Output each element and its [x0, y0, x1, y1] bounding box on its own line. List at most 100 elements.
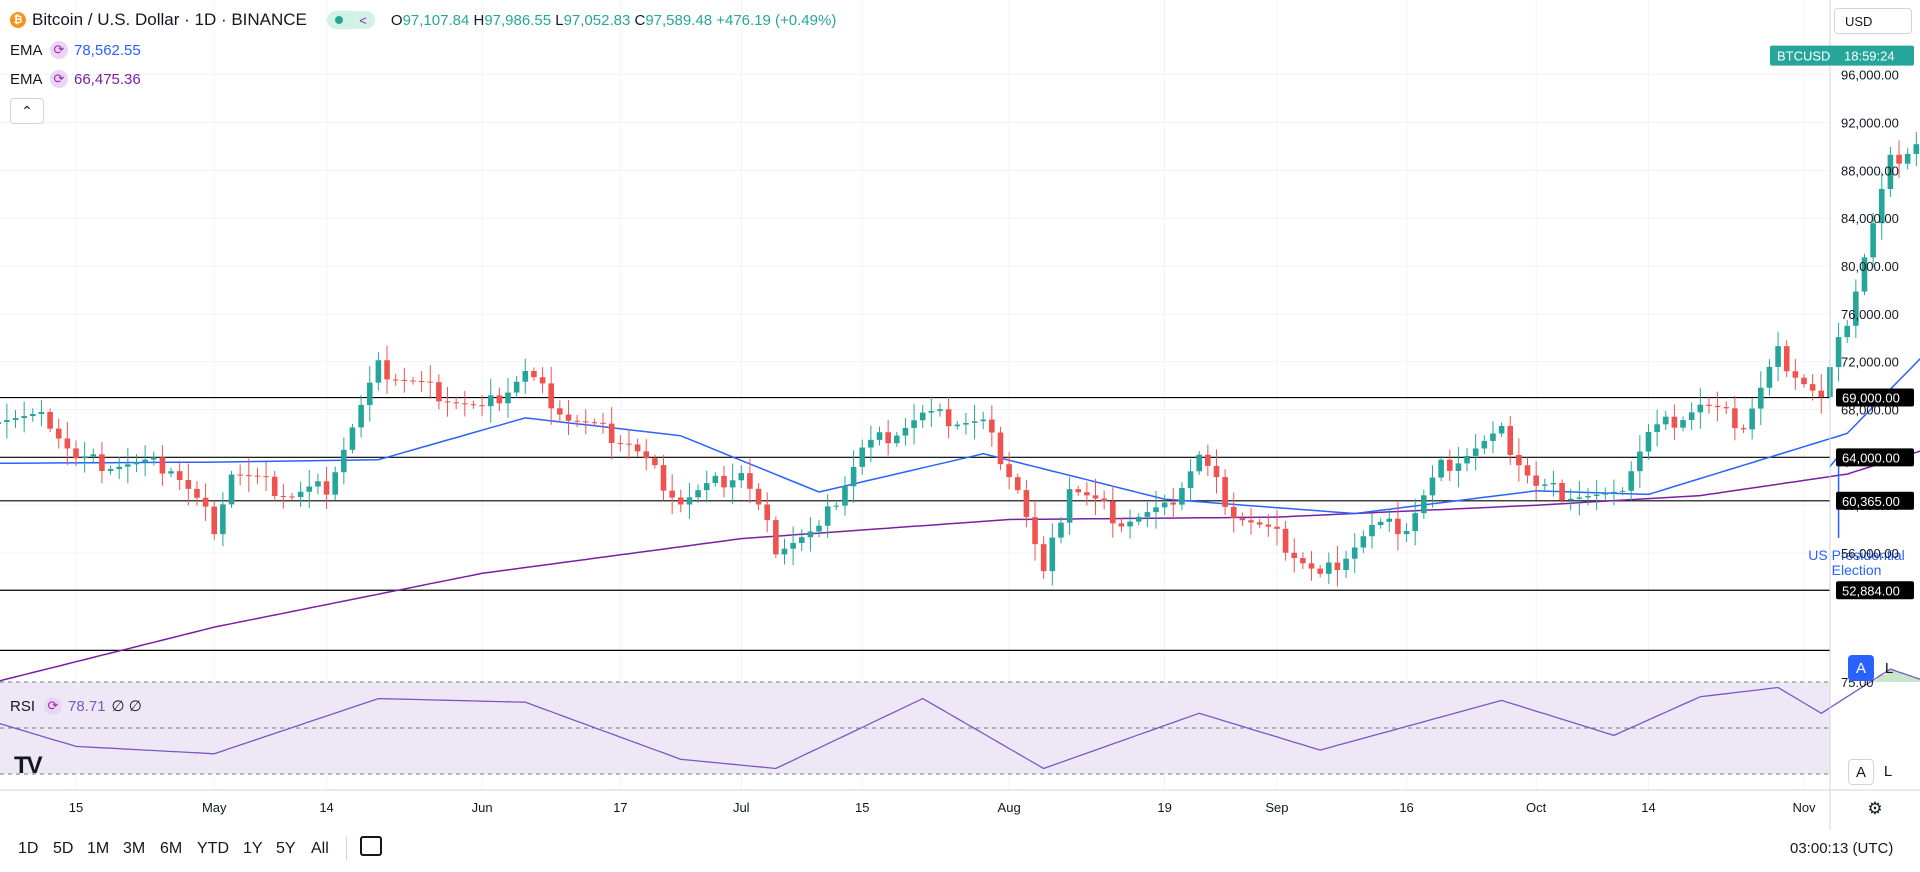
bitcoin-icon: ₿	[10, 12, 26, 28]
candle-body	[928, 410, 935, 413]
candle-body	[366, 382, 373, 406]
candle-body	[384, 360, 390, 380]
time-range-bar	[0, 830, 1920, 872]
rsi-legend[interactable]: RSI ⟳ 78.71 ∅ ∅	[10, 697, 142, 715]
range-3m-button[interactable]: 3M	[123, 840, 146, 857]
candle-body	[729, 480, 736, 488]
candle-body	[678, 497, 684, 505]
candle-body	[341, 449, 347, 473]
rsi-auto-scale-button[interactable]: A	[1848, 759, 1874, 785]
range-5y-button[interactable]: 5Y	[276, 840, 296, 857]
ema-settings-icon[interactable]: ⟳	[50, 41, 68, 59]
candle-body	[1058, 522, 1064, 538]
candle-body	[1282, 528, 1289, 553]
candle-body	[1291, 552, 1298, 559]
candle-body	[271, 476, 278, 496]
log-scale-button[interactable]: L	[1884, 659, 1894, 677]
candle-body	[107, 469, 114, 472]
time-tick-label: 19	[1157, 800, 1171, 815]
candle-body	[911, 420, 917, 428]
candle-body	[1740, 428, 1747, 430]
price-tick-label: 76,000.00	[1841, 307, 1899, 322]
candle-body	[539, 377, 546, 384]
range-6m-button[interactable]: 6M	[160, 840, 183, 857]
level-price-tag	[1836, 448, 1914, 467]
candle-body	[21, 416, 27, 419]
rsi-log-scale-button[interactable]: L	[1883, 762, 1893, 780]
time-tick-label: Jun	[472, 800, 493, 815]
candle-body	[0, 422, 2, 425]
collapse-legend-button[interactable]: ⌃	[10, 98, 44, 124]
time-tick-label: 14	[1641, 800, 1655, 815]
level-price-tag	[1836, 388, 1914, 407]
candle-body	[531, 370, 537, 378]
currency-select[interactable]: USD	[1834, 8, 1912, 34]
candle-body	[211, 506, 218, 535]
candle-body	[1040, 544, 1047, 572]
candle-body	[1671, 416, 1678, 428]
rsi-overbought-fill	[1894, 672, 1904, 682]
symbol-legend[interactable]: ₿ Bitcoin / U.S. Dollar · 1D · BINANCE <…	[10, 10, 836, 30]
candle-body	[721, 475, 727, 488]
candle-body	[1593, 494, 1600, 496]
range-1y-button[interactable]: 1Y	[243, 840, 263, 857]
candle-body	[1688, 412, 1695, 421]
candle-body	[790, 542, 796, 549]
auto-scale-button[interactable]: A	[1848, 655, 1874, 681]
candle-body	[1161, 502, 1168, 508]
range-5d-button[interactable]: 5D	[53, 840, 74, 857]
price-tick-label: 72,000.00	[1841, 355, 1899, 370]
price-tick-label: 88,000.00	[1841, 163, 1899, 178]
range-all-button[interactable]: All	[311, 840, 329, 857]
settings-gear-icon[interactable]: ⚙	[1867, 799, 1883, 818]
level-price-label: 60,365.00	[1842, 494, 1900, 509]
tradingview-logo: TV	[14, 752, 43, 779]
candle-body	[1732, 408, 1738, 429]
candle-body	[669, 490, 675, 498]
candle-body	[254, 475, 261, 477]
range-ytd-button[interactable]: YTD	[197, 840, 229, 857]
range-1m-button[interactable]: 1M	[87, 840, 110, 857]
candle-body	[1326, 562, 1332, 574]
candle-body	[81, 456, 88, 459]
ema-slow-legend[interactable]: EMA ⟳ 66,475.36	[10, 70, 141, 88]
range-1d-button[interactable]: 1D	[18, 840, 39, 857]
candle-body	[1878, 188, 1885, 224]
candle-body	[945, 409, 952, 427]
candle-body	[1118, 523, 1125, 527]
utc-clock[interactable]: 03:00:13 (UTC)	[1790, 840, 1894, 857]
candle-body	[1075, 489, 1082, 493]
calendar-icon[interactable]	[360, 836, 382, 856]
rsi-settings-icon[interactable]: ⟳	[44, 697, 62, 715]
candle-body	[220, 504, 226, 535]
candle-body	[1766, 366, 1773, 388]
ema-settings-icon[interactable]: ⟳	[50, 70, 68, 88]
ema-fast-legend[interactable]: EMA ⟳ 78,562.55	[10, 41, 141, 59]
candle-body	[937, 409, 943, 411]
rsi-overbought-fill	[1885, 669, 1895, 682]
candle-body	[1481, 440, 1488, 449]
price-tick-label: 96,000.00	[1841, 68, 1899, 83]
candle-body	[73, 448, 79, 459]
symbol-title[interactable]: Bitcoin / U.S. Dollar · 1D · BINANCE	[32, 10, 307, 29]
candle-body	[565, 414, 572, 421]
candle-body	[1395, 518, 1401, 535]
candle-body	[1014, 477, 1021, 491]
status-pill[interactable]: <	[326, 11, 375, 29]
candle-body	[773, 520, 779, 555]
candle-body	[1222, 477, 1228, 507]
candle-body	[1239, 518, 1246, 521]
candle-body	[375, 360, 382, 383]
divider	[346, 837, 347, 861]
candle-body	[816, 525, 822, 532]
candle-body	[1792, 371, 1799, 378]
candle-body	[703, 483, 710, 491]
candle-body	[1559, 482, 1565, 501]
candle-body	[1490, 433, 1496, 441]
candle-body	[1369, 525, 1375, 537]
candle-body	[30, 414, 36, 417]
candle-body	[323, 481, 330, 495]
candle-body	[116, 466, 122, 470]
rsi-overbought-fill	[1868, 680, 1878, 682]
